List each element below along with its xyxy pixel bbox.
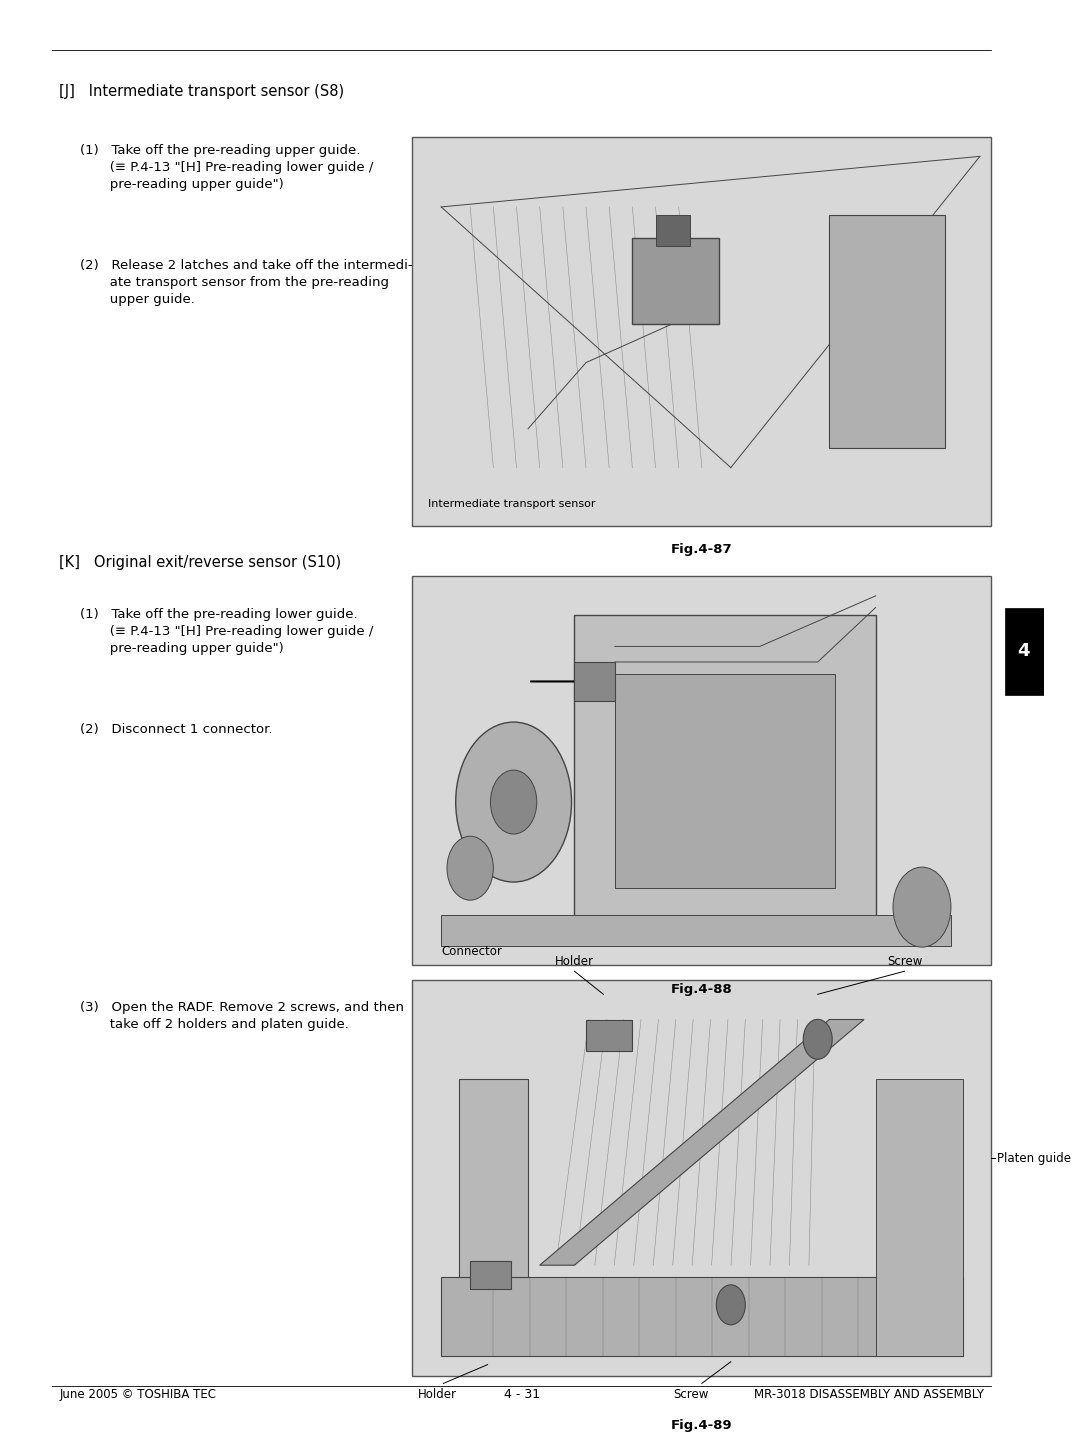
Text: Screw: Screw bbox=[673, 1388, 708, 1401]
Text: [K]   Original exit/reverse sensor (S10): [K] Original exit/reverse sensor (S10) bbox=[59, 555, 341, 569]
Circle shape bbox=[456, 722, 571, 882]
Circle shape bbox=[716, 1285, 745, 1324]
Text: Connector: Connector bbox=[442, 945, 502, 958]
Bar bbox=[442, 915, 950, 945]
Bar bbox=[413, 576, 991, 965]
Bar bbox=[1005, 608, 1043, 695]
Bar bbox=[459, 1079, 528, 1277]
Circle shape bbox=[893, 867, 950, 947]
Circle shape bbox=[804, 1019, 833, 1059]
Bar bbox=[656, 215, 690, 246]
Bar bbox=[876, 1079, 962, 1356]
Text: (3)   Open the RADF. Remove 2 screws, and then
       take off 2 holders and pla: (3) Open the RADF. Remove 2 screws, and … bbox=[80, 1001, 404, 1032]
Text: Fig.4-89: Fig.4-89 bbox=[671, 1419, 732, 1432]
Bar bbox=[633, 238, 719, 324]
Circle shape bbox=[447, 836, 494, 901]
Bar bbox=[575, 661, 615, 700]
Text: MR-3018 DISASSEMBLY AND ASSEMBLY: MR-3018 DISASSEMBLY AND ASSEMBLY bbox=[754, 1388, 984, 1401]
Text: 4 - 31: 4 - 31 bbox=[503, 1388, 540, 1401]
Text: Platen guide: Platen guide bbox=[997, 1151, 1070, 1164]
Text: (1)   Take off the pre-reading upper guide.
       (≡ P.4-13 "[H] Pre-reading lo: (1) Take off the pre-reading upper guide… bbox=[80, 144, 374, 192]
Text: Intermediate transport sensor: Intermediate transport sensor bbox=[428, 499, 595, 509]
Text: (2)   Release 2 latches and take off the intermedi-
       ate transport sensor : (2) Release 2 latches and take off the i… bbox=[80, 259, 413, 307]
Bar bbox=[575, 615, 876, 927]
Text: Fig.4-87: Fig.4-87 bbox=[671, 543, 732, 556]
Bar bbox=[413, 137, 991, 526]
Text: [J]   Intermediate transport sensor (S8): [J] Intermediate transport sensor (S8) bbox=[59, 84, 345, 98]
Text: Fig.4-88: Fig.4-88 bbox=[671, 983, 732, 996]
Text: (1)   Take off the pre-reading lower guide.
       (≡ P.4-13 "[H] Pre-reading lo: (1) Take off the pre-reading lower guide… bbox=[80, 608, 374, 656]
Text: (2)   Disconnect 1 connector.: (2) Disconnect 1 connector. bbox=[80, 723, 273, 736]
Bar bbox=[442, 1277, 962, 1356]
Circle shape bbox=[490, 769, 537, 834]
Bar bbox=[413, 980, 991, 1376]
Bar bbox=[586, 1020, 633, 1052]
Text: June 2005 © TOSHIBA TEC: June 2005 © TOSHIBA TEC bbox=[59, 1388, 216, 1401]
Text: Holder: Holder bbox=[418, 1388, 457, 1401]
Bar bbox=[470, 1261, 511, 1288]
Text: Holder: Holder bbox=[555, 955, 594, 968]
Bar bbox=[829, 215, 945, 448]
Text: Screw: Screw bbox=[887, 955, 922, 968]
Bar bbox=[615, 674, 835, 888]
Polygon shape bbox=[540, 1020, 864, 1265]
Text: 4: 4 bbox=[1017, 643, 1030, 660]
